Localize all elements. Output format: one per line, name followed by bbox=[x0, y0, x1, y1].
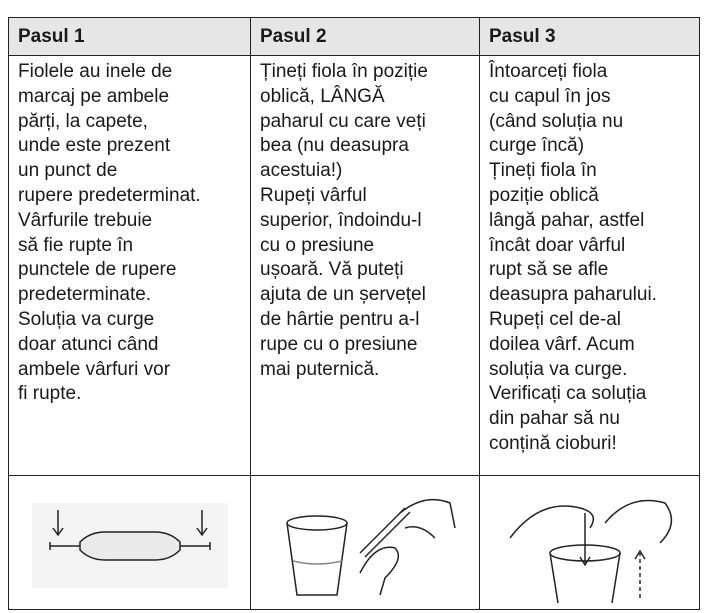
image-cell bbox=[480, 476, 699, 609]
ampoule-illustration bbox=[31, 502, 228, 588]
text-line: conțină cioburi! bbox=[489, 432, 617, 454]
text-line: soluția va curge. bbox=[489, 358, 628, 380]
text-line: rupe cu o presiune bbox=[260, 333, 418, 355]
header-cell: Pasul 3 bbox=[480, 18, 699, 56]
text-line: Fiolele au inele de bbox=[18, 61, 173, 82]
text-line: ambele vârfuri vor bbox=[18, 358, 171, 380]
text-line: Vârfurile trebuie bbox=[18, 209, 153, 231]
text-line: Soluția va curge bbox=[18, 308, 155, 330]
text-line: deasupra paharului. bbox=[489, 284, 657, 306]
text-line: doilea vârf. Acum bbox=[489, 333, 635, 355]
text-line: Întoarceți fiola bbox=[489, 61, 608, 82]
text-line: Țineți fiola în bbox=[489, 160, 597, 182]
text-cell: Întoarceți fiola cu capul în jos (când sol… bbox=[480, 56, 699, 476]
header-cell: Pasul 2 bbox=[251, 18, 480, 56]
text-line: rupere predeterminat. bbox=[18, 184, 201, 206]
text-line: Rupeți vârful bbox=[260, 184, 367, 206]
text-line: (când soluția nu bbox=[489, 110, 624, 132]
text-line: cu capul în jos bbox=[489, 85, 611, 107]
text-line: Rupeți cel de-al bbox=[489, 308, 622, 330]
text-line: fi rupte. bbox=[18, 383, 82, 405]
text-line: paharul cu care veți bbox=[260, 110, 426, 132]
text-line: punctele de rupere bbox=[18, 259, 177, 281]
text-line: doar atunci când bbox=[18, 333, 159, 355]
text-line: acestuia!) bbox=[260, 160, 343, 182]
text-line: ușoară. Vă puteți bbox=[260, 259, 404, 281]
text-line: părți, la capete, bbox=[18, 110, 148, 132]
text-line: curge încă) bbox=[489, 135, 585, 157]
text-line: bea (nu deasupra bbox=[260, 135, 409, 157]
text-line: cu o presiune bbox=[260, 234, 375, 256]
text-line: unde este prezent bbox=[18, 135, 171, 157]
text-cell: Țineți fiola în poziție oblică, LÂNGĂ paha… bbox=[251, 56, 480, 476]
header-cell: Pasul 1 bbox=[9, 18, 251, 56]
text-line: rupt să se afle bbox=[489, 259, 609, 281]
text-line: superior, îndoindu-l bbox=[260, 209, 422, 231]
text-line: din pahar să nu bbox=[489, 408, 620, 430]
text-cell: Fiolele au inele de marcaj pe ambele părți… bbox=[9, 56, 251, 476]
text-line: ajuta de un șervețel bbox=[260, 284, 426, 306]
image-cell bbox=[251, 476, 480, 609]
text-line: poziție oblică bbox=[489, 184, 599, 206]
text-line: marcaj pe ambele bbox=[18, 85, 170, 107]
table: Pasul 1 Pasul 2 Pasul 3 Fiolele au inele… bbox=[8, 17, 700, 610]
text-line: de hârtie pentru a-l bbox=[260, 308, 420, 330]
text-line: încât doar vârful bbox=[489, 234, 626, 256]
text-line: mai puternică. bbox=[260, 358, 380, 380]
text-line: lângă pahar, astfel bbox=[489, 209, 645, 231]
break-illustration bbox=[286, 498, 456, 596]
pour-illustration bbox=[508, 499, 672, 603]
text-line: Țineți fiola în poziție bbox=[260, 61, 428, 82]
text-line: oblică, LÂNGĂ bbox=[260, 85, 385, 107]
text-line: un punct de bbox=[18, 160, 118, 182]
text-line: Verificați ca soluția bbox=[489, 383, 647, 405]
text-line: să fie rupte în bbox=[18, 234, 134, 256]
image-cell bbox=[9, 476, 251, 609]
text-line: predeterminate. bbox=[18, 284, 152, 306]
